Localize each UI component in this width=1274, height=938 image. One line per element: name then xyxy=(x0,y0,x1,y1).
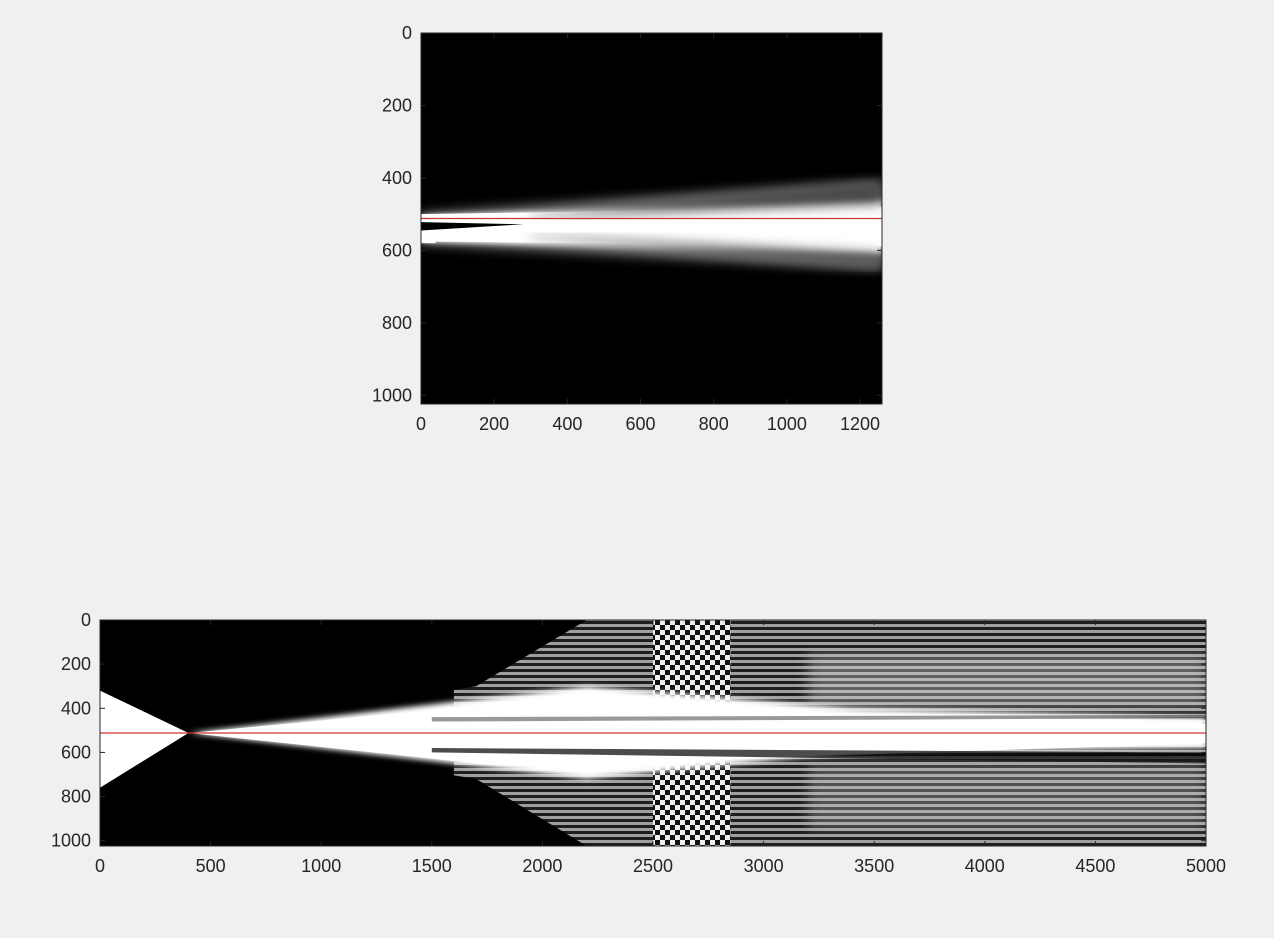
y-tick-label: 800 xyxy=(61,787,91,807)
x-tick-label: 2500 xyxy=(633,856,673,876)
x-tick-label: 600 xyxy=(626,414,656,434)
y-tick-label: 200 xyxy=(382,95,412,115)
dark-wedge-bottom xyxy=(100,733,587,846)
y-tick-label: 800 xyxy=(382,313,412,333)
beam-lower-lobe xyxy=(530,235,882,269)
y-tick-label: 0 xyxy=(81,610,91,630)
haze-upper xyxy=(807,653,1206,709)
x-tick-label: 0 xyxy=(416,414,426,434)
dark-band-lower xyxy=(431,748,1206,764)
x-tick-label: 1500 xyxy=(412,856,452,876)
y-tick-label: 400 xyxy=(61,698,91,718)
y-tick-label: 200 xyxy=(61,654,91,674)
x-tick-label: 4000 xyxy=(965,856,1005,876)
y-tick-label: 1000 xyxy=(51,831,91,851)
beam-dark-core xyxy=(421,222,524,231)
axes-box xyxy=(420,32,883,405)
y-tick-label: 0 xyxy=(402,23,412,43)
x-tick-label: 1000 xyxy=(767,414,807,434)
x-tick-label: 3500 xyxy=(854,856,894,876)
x-tick-label: 400 xyxy=(552,414,582,434)
x-tick-label: 800 xyxy=(699,414,729,434)
y-tick-label: 600 xyxy=(61,742,91,762)
beam-upper-lobe xyxy=(530,181,882,216)
heatmap-image xyxy=(100,620,1206,846)
bottom-heatmap-axes: 0 500 1000 1500 2000 2500 3000 3500 4000 4500 5000… xyxy=(51,610,1226,876)
x-tick-label: 1200 xyxy=(840,414,880,434)
converging-beam xyxy=(100,690,189,788)
beam-edge-top xyxy=(421,214,436,220)
x-tick-label: 500 xyxy=(196,856,226,876)
y-tick-label: 1000 xyxy=(372,385,412,405)
x-tick-label: 1000 xyxy=(301,856,341,876)
top-heatmap-axes: 0 200 400 600 800 1000 1200 0 200 400 600 800 1000 xyxy=(372,23,883,434)
dark-band-upper xyxy=(431,714,1206,722)
x-tick-label: 0 xyxy=(95,856,105,876)
haze-lower xyxy=(807,763,1206,830)
y-tick-label: 400 xyxy=(382,168,412,188)
x-tick-label: 200 xyxy=(479,414,509,434)
dark-wedge-top xyxy=(100,620,587,733)
x-tick-label: 4500 xyxy=(1075,856,1115,876)
beam-edge-bottom xyxy=(421,232,436,244)
x-tick-label: 5000 xyxy=(1186,856,1226,876)
x-tick-label: 2000 xyxy=(522,856,562,876)
y-tick-label: 600 xyxy=(382,240,412,260)
x-tick-label: 3000 xyxy=(744,856,784,876)
